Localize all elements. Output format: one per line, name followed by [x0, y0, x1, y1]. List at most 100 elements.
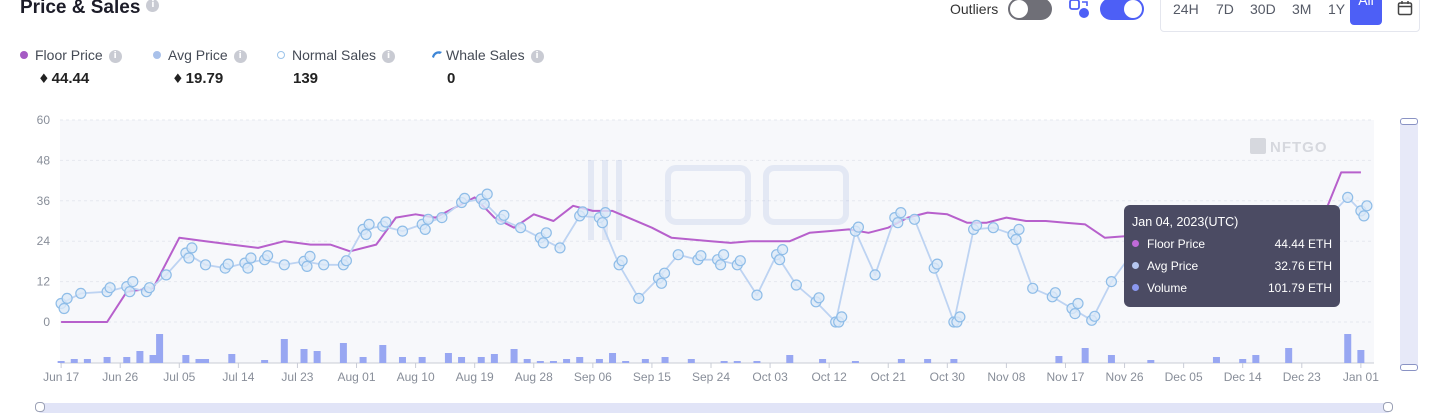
sale-point: [514, 222, 527, 234]
y-tick-label: 0: [43, 315, 50, 329]
volume-bar: [477, 357, 485, 363]
x-tick-label: Nov 17: [1046, 370, 1084, 384]
info-icon[interactable]: i: [382, 49, 396, 63]
tooltip-label: Avg Price: [1147, 259, 1199, 273]
volume-bar: [398, 357, 406, 363]
volume-bar: [1344, 334, 1352, 363]
volume-bar: [753, 361, 761, 363]
tooltip-row-volume: Volume 101.79 ETH: [1132, 281, 1332, 297]
sale-point: [633, 292, 645, 304]
sale-point: [596, 217, 609, 229]
sale-point: [498, 209, 510, 221]
range-3m-button[interactable]: 3M: [1292, 1, 1312, 17]
x-tick-label: Oct 12: [811, 370, 847, 384]
sale-point: [124, 286, 136, 298]
sale-point: [1342, 191, 1354, 203]
range-1y-button[interactable]: 1Y: [1328, 1, 1346, 17]
sale-point: [318, 259, 330, 271]
volume-bar: [149, 355, 157, 363]
sale-point: [380, 216, 392, 228]
sale-point: [655, 277, 668, 289]
volume-bar: [609, 353, 617, 363]
legend-dot: [277, 51, 285, 60]
sale-point: [301, 260, 313, 272]
sale-point: [422, 213, 434, 225]
range-all-button[interactable]: All: [1350, 0, 1382, 25]
navigator-handle-right[interactable]: [1383, 402, 1393, 412]
volume-bar: [339, 343, 347, 363]
legend-floor-price[interactable]: Floor Price i: [20, 47, 122, 63]
volume-bar: [897, 359, 905, 363]
volume-bar: [1055, 356, 1063, 363]
volume-bar: [313, 351, 321, 363]
tooltip-row-avg: Avg Price 32.76 ETH: [1132, 259, 1332, 275]
vertical-zoom-slider[interactable]: [1400, 118, 1418, 371]
sale-point: [419, 223, 431, 235]
volume-bar: [1357, 350, 1365, 363]
sale-point: [773, 254, 786, 266]
sale-point: [717, 249, 730, 261]
sale-point: [554, 242, 566, 254]
volume-bar: [641, 359, 649, 363]
x-tick-label: Sep 06: [574, 370, 612, 384]
sale-point: [970, 219, 983, 231]
sale-point: [1069, 308, 1081, 320]
tooltip-dot: [1132, 262, 1139, 270]
x-tick-label: Jun 26: [102, 370, 138, 384]
volume-bar: [379, 345, 387, 363]
volume-bar: [123, 357, 131, 363]
volume-bar: [595, 359, 603, 363]
sale-point: [459, 192, 471, 204]
exchange-icon[interactable]: [1068, 0, 1092, 21]
info-icon[interactable]: i: [108, 49, 122, 63]
logscale-toggle[interactable]: [1100, 0, 1144, 20]
x-axis: Jun 17 Jun 26 Jul 05 Jul 14 Jul 23 Aug 01 Aug …: [43, 363, 1379, 384]
x-tick-label: Aug 19: [456, 370, 494, 384]
sale-point: [143, 282, 156, 294]
info-icon[interactable]: i: [146, 0, 160, 13]
x-tick-label: Jul 14: [222, 370, 254, 384]
volume-bar: [733, 361, 741, 363]
chart-tooltip: Jan 04, 2023(UTC) Floor Price 44.44 ETH A…: [1124, 205, 1340, 307]
sale-point: [58, 302, 70, 315]
zoom-handle-bottom[interactable]: [1400, 364, 1418, 371]
sale-point: [672, 249, 684, 261]
sale-point: [199, 259, 212, 271]
x-tick-label: Dec 23: [1283, 370, 1321, 384]
sale-point: [396, 225, 409, 237]
range-7d-button[interactable]: 7D: [1216, 1, 1234, 17]
x-tick-label: Jul 05: [163, 370, 195, 384]
floor-price-value: ♦ 44.44: [38, 70, 89, 87]
legend-avg-price[interactable]: Avg Price i: [153, 47, 247, 63]
info-icon[interactable]: i: [233, 49, 247, 63]
volume-bar: [563, 359, 571, 363]
volume-bar: [819, 359, 827, 363]
sale-point: [1027, 282, 1039, 294]
sale-point: [1361, 200, 1373, 212]
volume-bar: [359, 357, 367, 363]
sale-point: [714, 259, 727, 271]
range-30d-button[interactable]: 30D: [1250, 1, 1276, 17]
legend-normal-sales[interactable]: Normal Sales i: [277, 47, 396, 63]
calendar-icon[interactable]: [1397, 0, 1413, 16]
sale-point: [183, 252, 195, 264]
navigator-handle-left[interactable]: [35, 402, 45, 412]
x-tick-label: Sep 15: [633, 370, 671, 384]
y-axis: 0 12 24 36 48 60: [37, 113, 51, 329]
range-24h-button[interactable]: 24H: [1173, 1, 1199, 17]
x-tick-label: Oct 30: [930, 370, 966, 384]
sale-point: [436, 212, 448, 224]
sale-point: [1049, 287, 1061, 299]
tooltip-label: Floor Price: [1147, 237, 1206, 251]
info-icon[interactable]: i: [530, 49, 544, 63]
legend-dot: [153, 51, 161, 60]
zoom-handle-top[interactable]: [1400, 118, 1418, 125]
volume-bar: [1081, 348, 1089, 363]
eth-icon: ♦: [172, 72, 184, 87]
outliers-toggle[interactable]: [1008, 0, 1052, 20]
sale-point: [242, 262, 254, 274]
volume-bar: [70, 359, 78, 363]
time-navigator[interactable]: [35, 402, 1393, 413]
legend-whale-sales[interactable]: Whale Sales i: [431, 47, 544, 63]
